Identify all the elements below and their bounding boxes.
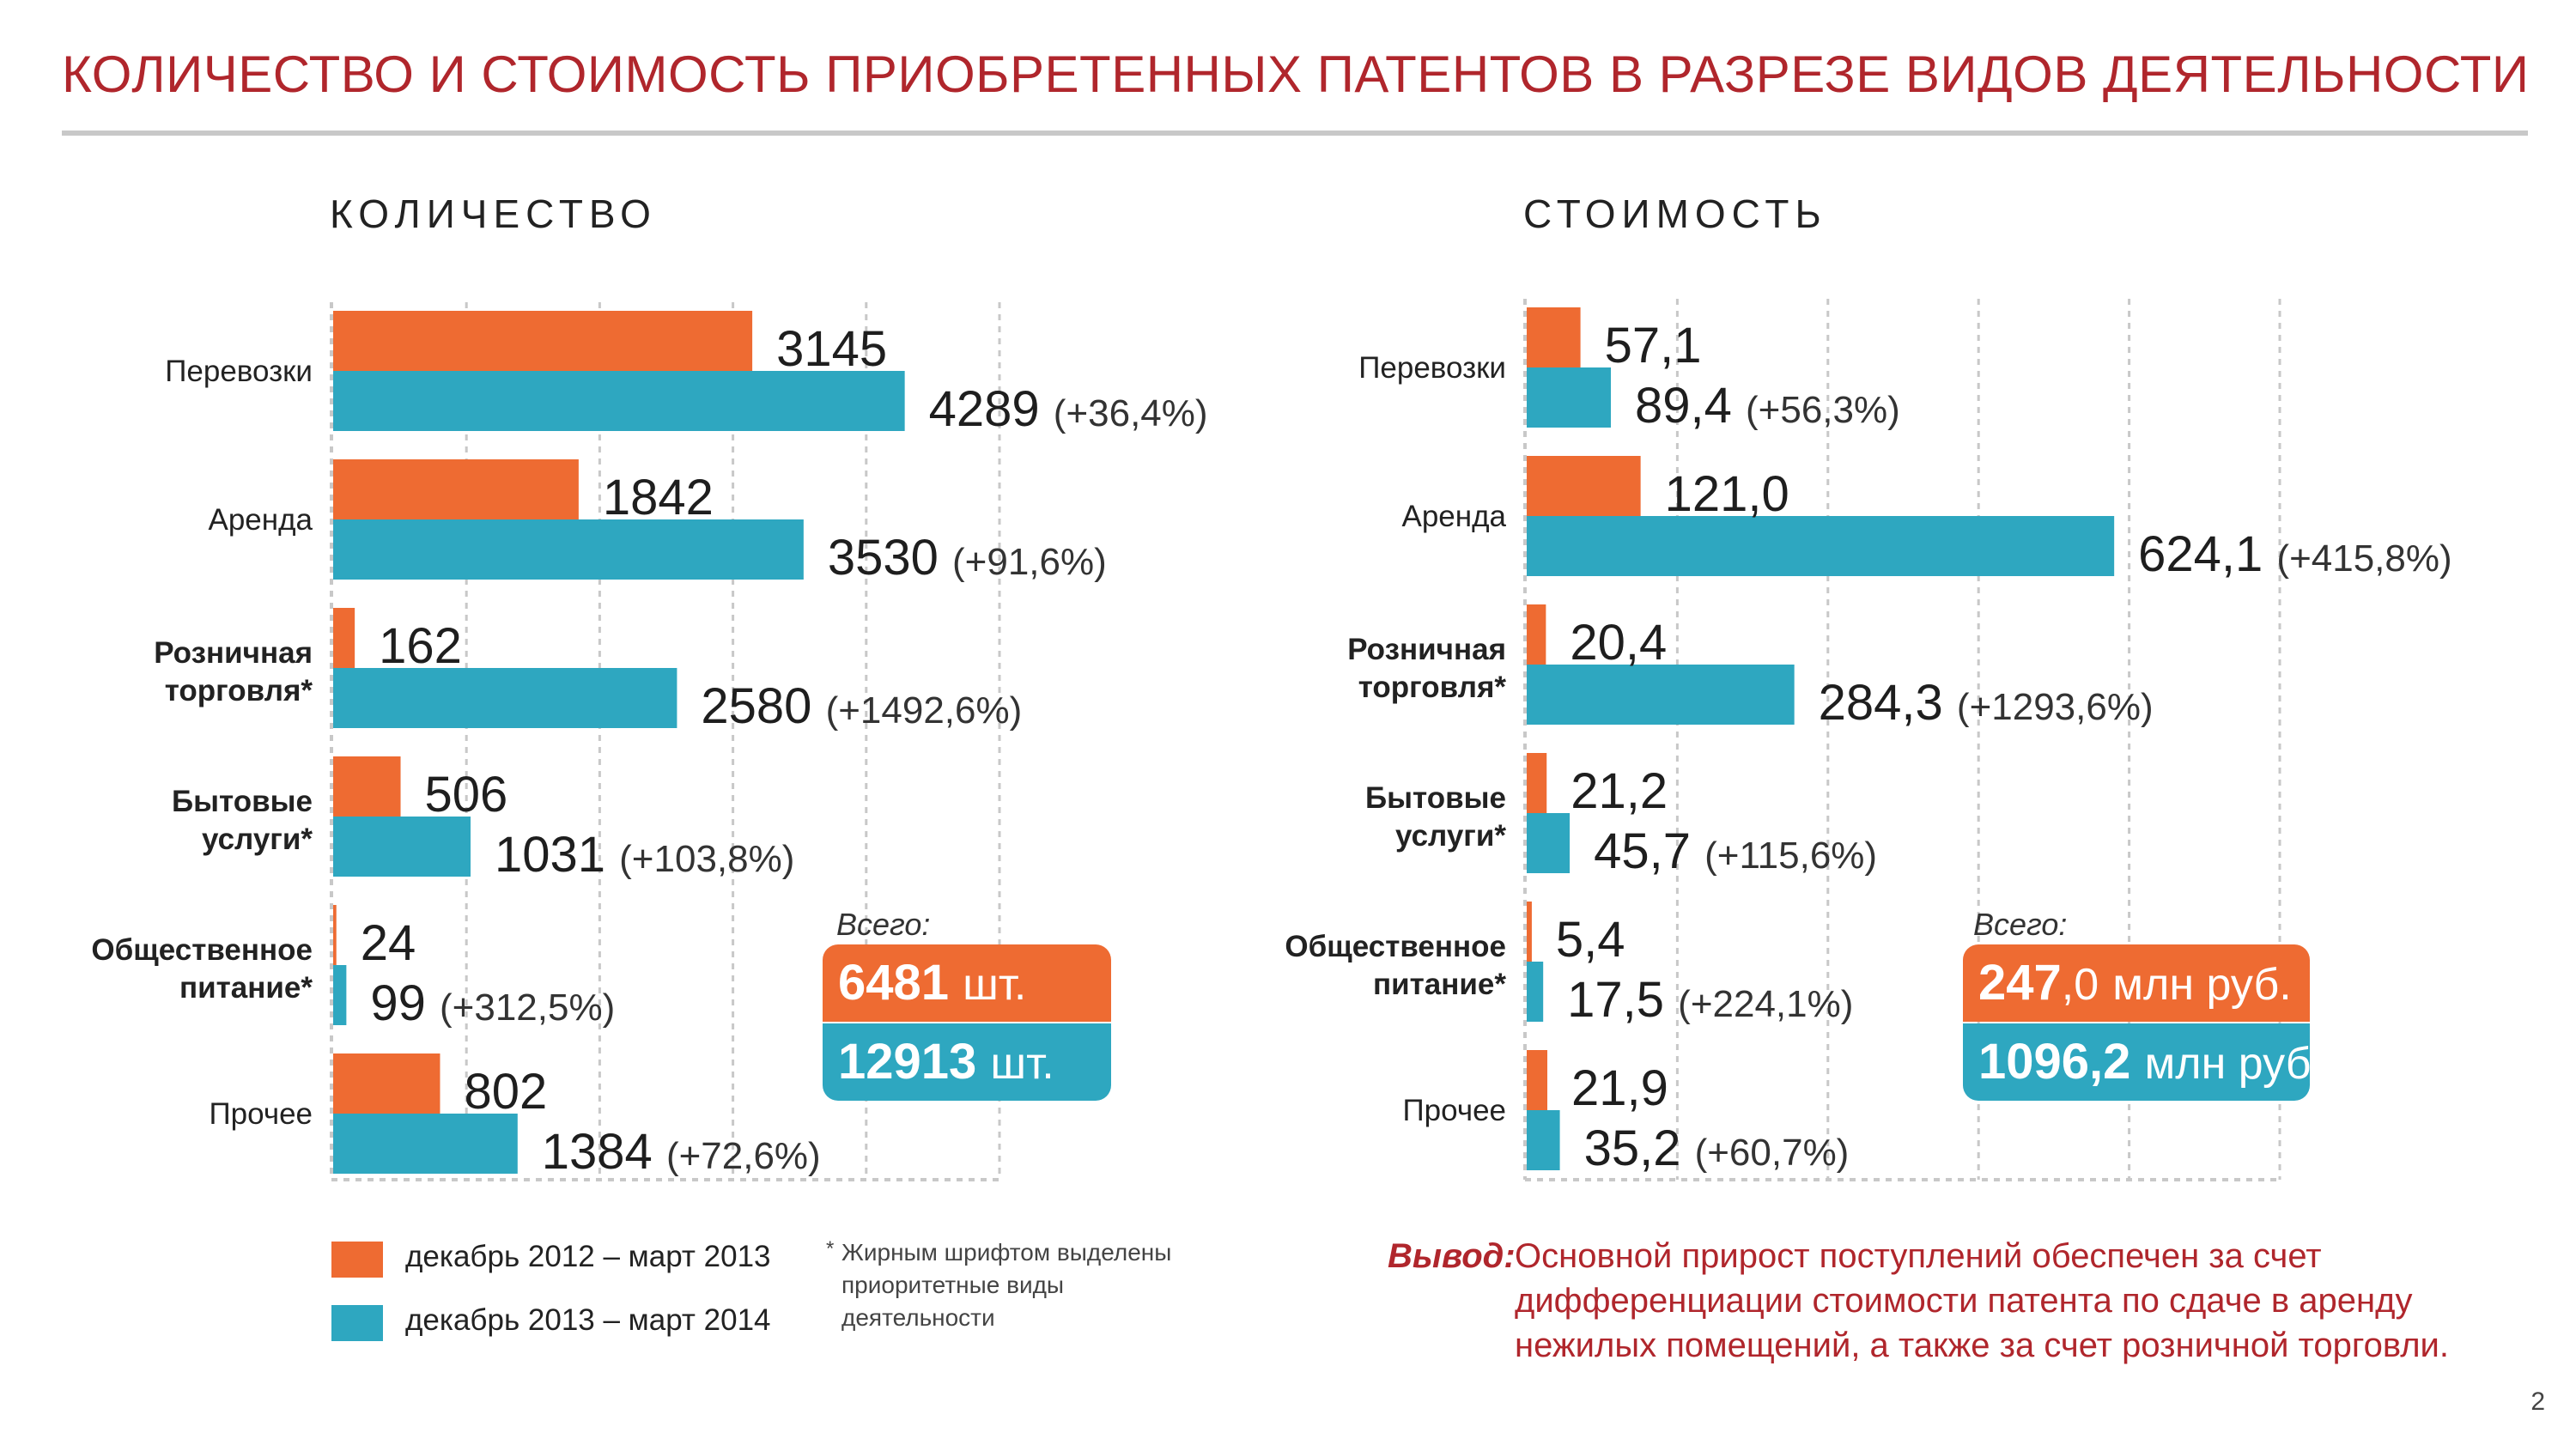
- chart-title-quantity: КОЛИЧЕСТВО: [330, 191, 657, 236]
- total-label-quantity: Всего:: [836, 907, 931, 942]
- cost-bar-2014: [1527, 367, 1612, 428]
- cost-value-label-2013: 121,0: [1665, 466, 1789, 522]
- total-cost-2014-value: 1096,2: [1978, 1034, 2131, 1090]
- qty-bar-2013: [333, 905, 337, 965]
- title-divider: [62, 131, 2528, 136]
- cost-bar-2013: [1527, 902, 1532, 962]
- qty-category-label: Аренда: [209, 503, 313, 537]
- cost-value-label-2013: 21,2: [1571, 763, 1668, 819]
- cost-change-label: (+60,7%): [1695, 1132, 1850, 1174]
- qty-bar-2014: [333, 371, 905, 431]
- total-quantity-2014: 12913 шт.: [823, 1023, 1111, 1101]
- conclusion: Вывод: Основной прирост поступлений обес…: [1388, 1234, 2538, 1368]
- cost-bar-2013: [1527, 456, 1641, 516]
- cost-value-label-2013: 20,4: [1570, 615, 1667, 671]
- cost-bar-2014: [1527, 813, 1571, 873]
- qty-value-label-2013: 3145: [776, 321, 887, 377]
- total-cost-2013: 247,0 млн руб.: [1963, 944, 2310, 1022]
- qty-bar-2014: [333, 965, 347, 1025]
- cost-bar-2013: [1527, 753, 1547, 813]
- qty-value-label-2013: 162: [379, 618, 462, 674]
- qty-bar-2014: [333, 1114, 518, 1174]
- cost-value-label-2013: 5,4: [1556, 912, 1625, 968]
- qty-bar-2014: [333, 519, 804, 580]
- cost-bar-2014: [1527, 516, 2115, 576]
- total-quantity-2013-value: 6481: [838, 955, 950, 1011]
- cost-change-label: (+56,3%): [1746, 389, 1900, 431]
- qty-category-label: Розничная торговля*: [154, 636, 313, 707]
- qty-category-label: Общественное питание*: [91, 933, 313, 1005]
- legend-swatch-2013: [331, 1242, 383, 1278]
- conclusion-text: Основной прирост поступлений обеспечен з…: [1515, 1237, 2449, 1364]
- qty-value-label-2013: 24: [361, 915, 416, 971]
- qty-bar-2013: [333, 1053, 440, 1114]
- total-quantity-2013: 6481 шт.: [823, 944, 1111, 1022]
- cost-bar-2014: [1527, 1110, 1560, 1170]
- cost-category-label: Общественное питание*: [1285, 930, 1506, 1001]
- page-number: 2: [2530, 1387, 2545, 1416]
- total-cost-2013-unit: млн руб.: [2112, 960, 2292, 1010]
- qty-value-label-2013: 802: [464, 1064, 547, 1120]
- cost-change-label: (+415,8%): [2276, 537, 2451, 580]
- footnote-text: Жирным шрифтом выделены приоритетные вид…: [841, 1239, 1172, 1331]
- total-label-cost: Всего:: [1973, 907, 2068, 942]
- qty-value-label-2013: 506: [425, 767, 508, 823]
- total-cost-2013-decimal: ,0: [2061, 960, 2099, 1010]
- cost-bar-2014: [1527, 962, 1544, 1022]
- qty-value-label-2013: 1842: [603, 470, 714, 525]
- cost-value-label-2014: 624,1 (+415,8%): [2138, 526, 2452, 582]
- page-title: КОЛИЧЕСТВО И СТОИМОСТЬ ПРИОБРЕТЕННЫХ ПАТ…: [62, 46, 2530, 103]
- total-quantity-2014-unit: шт.: [990, 1039, 1054, 1089]
- qty-change-label: (+1492,6%): [826, 689, 1023, 732]
- cost-category-label: Аренда: [1402, 500, 1507, 533]
- qty-change-label: (+103,8%): [619, 838, 794, 880]
- cost-bar-2013: [1527, 604, 1546, 665]
- cost-value-label-2014: 17,5 (+224,1%): [1567, 972, 1853, 1028]
- total-cost-2014-unit: млн руб.: [2144, 1039, 2324, 1089]
- cost-value-label-2014: 35,2 (+60,7%): [1584, 1120, 1850, 1176]
- qty-bar-2014: [333, 668, 677, 728]
- cost-change-label: (+224,1%): [1678, 983, 1853, 1025]
- qty-bar-2013: [333, 311, 753, 371]
- cost-value-label-2014: 284,3 (+1293,6%): [1819, 675, 2154, 731]
- cost-value-label-2014: 89,4 (+56,3%): [1635, 378, 1900, 434]
- footnote-star: *: [826, 1237, 835, 1260]
- qty-bar-2013: [333, 756, 401, 817]
- cost-category-label: Перевозки: [1358, 351, 1506, 385]
- qty-change-label: (+91,6%): [952, 541, 1107, 583]
- qty-change-label: (+72,6%): [666, 1135, 821, 1177]
- cost-category-label: Розничная торговля*: [1347, 633, 1506, 704]
- cost-category-label: Бытовые услуги*: [1365, 781, 1506, 853]
- cost-value-label-2013: 57,1: [1605, 318, 1702, 373]
- qty-bar-2014: [333, 817, 471, 877]
- cost-category-label: Прочее: [1403, 1094, 1506, 1127]
- total-cost-2013-value: 247: [1978, 955, 2062, 1011]
- chart-title-cost: СТОИМОСТЬ: [1523, 191, 1827, 236]
- qty-change-label: (+36,4%): [1054, 392, 1208, 434]
- total-quantity-2013-unit: шт.: [963, 960, 1027, 1010]
- conclusion-lead: Вывод:: [1388, 1237, 1516, 1275]
- cost-bar-2013: [1527, 1050, 1548, 1110]
- cost-change-label: (+115,6%): [1704, 835, 1877, 877]
- footnote: * Жирным шрифтом выделены приоритетные в…: [826, 1236, 1185, 1334]
- cost-value-label-2013: 21,9: [1571, 1060, 1668, 1116]
- qty-category-label: Прочее: [210, 1097, 313, 1131]
- qty-change-label: (+312,5%): [440, 987, 615, 1029]
- total-quantity-2014-value: 12913: [838, 1034, 977, 1090]
- qty-bar-2013: [333, 608, 355, 668]
- cost-bar-2014: [1527, 665, 1795, 725]
- cost-bar-2013: [1527, 307, 1581, 367]
- cost-change-label: (+1293,6%): [1957, 686, 2154, 728]
- qty-bar-2013: [333, 459, 579, 519]
- cost-value-label-2014: 45,7 (+115,6%): [1594, 823, 1877, 879]
- total-cost-2014: 1096,2 млн руб.: [1963, 1023, 2324, 1101]
- legend-label-2014: декабрь 2013 – март 2014: [405, 1303, 771, 1337]
- legend-swatch-2014: [331, 1305, 383, 1341]
- qty-category-label: Перевозки: [165, 355, 313, 388]
- qty-category-label: Бытовые услуги*: [172, 785, 313, 856]
- legend-label-2013: декабрь 2012 – март 2013: [405, 1240, 771, 1273]
